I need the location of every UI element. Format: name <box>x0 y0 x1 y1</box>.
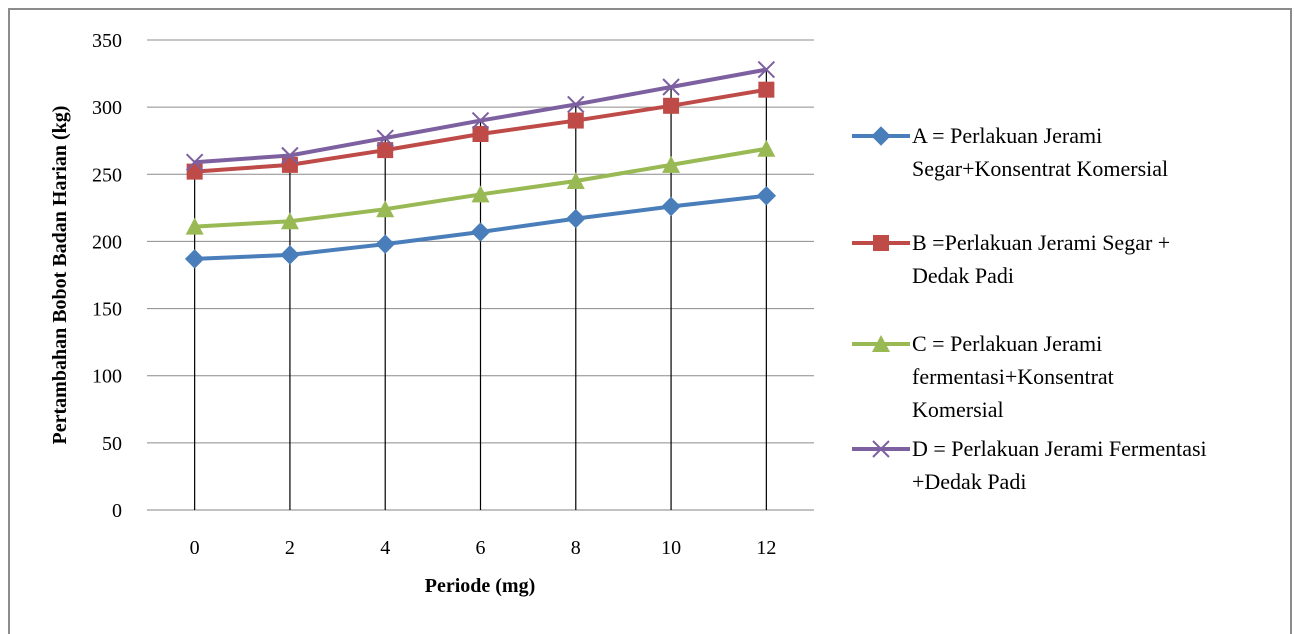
data-point <box>281 146 299 165</box>
data-point <box>566 208 586 229</box>
legend-label: +Dedak Padi <box>912 469 1026 494</box>
y-tick-labels: 0 50 100 150 200 250 300 350 <box>92 30 122 522</box>
legend-label: A = Perlakuan Jerami <box>912 123 1102 148</box>
data-point <box>472 126 489 142</box>
data-point <box>470 222 491 242</box>
y-tick-label: 100 <box>92 366 122 388</box>
legend-label: fermentasi+Konsentrat <box>912 364 1114 389</box>
series <box>184 186 777 269</box>
series <box>185 139 776 235</box>
y-tick-label: 250 <box>92 164 122 186</box>
data-point <box>280 212 299 230</box>
legend: A = Perlakuan Jerami Segar+Konsentrat Kom… <box>852 123 1207 494</box>
data-point <box>566 172 585 189</box>
y-tick-label: 150 <box>92 299 122 321</box>
legend-label: D = Perlakuan Jerami Fermentasi <box>912 436 1207 461</box>
data-point <box>567 95 585 114</box>
legend-entry: C = Perlakuan Jerami fermentasi+Konsentra… <box>852 331 1114 422</box>
legend-entry: B =Perlakuan Jerami Segar + Dedak Padi <box>852 230 1170 288</box>
data-point <box>185 153 204 171</box>
data-point <box>186 163 203 180</box>
legend-label: C = Perlakuan Jerami <box>912 331 1102 356</box>
y-tick-label: 200 <box>92 231 122 253</box>
data-point <box>756 186 777 206</box>
series-group <box>184 60 777 269</box>
chart-frame <box>8 8 1292 634</box>
data-point <box>280 245 300 265</box>
data-point <box>376 200 395 218</box>
x-tick-label: 10 <box>661 537 681 559</box>
data-point <box>567 112 584 129</box>
data-point <box>375 234 395 254</box>
legend-label: Segar+Konsentrat Komersial <box>912 156 1168 181</box>
data-point <box>757 139 776 157</box>
data-point <box>758 81 775 98</box>
data-point <box>471 111 490 130</box>
x-tick-label: 8 <box>571 537 581 559</box>
data-point <box>281 156 298 173</box>
x-axis-title: Periode (mg) <box>425 575 536 597</box>
legend-marker <box>872 335 890 352</box>
x-tick-labels: 0 2 4 6 8 10 12 <box>190 537 777 559</box>
series <box>185 60 776 171</box>
data-point <box>184 249 205 269</box>
legend-label: B =Perlakuan Jerami Segar + <box>912 230 1170 255</box>
data-point <box>377 142 394 159</box>
data-point <box>663 97 680 114</box>
y-axis-title: Pertambahan Bobot Badan Harian (kg) <box>49 106 71 445</box>
y-tick-label: 300 <box>92 97 122 119</box>
x-tick-label: 0 <box>190 537 200 559</box>
data-point <box>662 155 681 173</box>
legend-marker <box>872 440 890 458</box>
x-tick-label: 4 <box>380 537 390 559</box>
y-tick-label: 0 <box>112 500 122 522</box>
y-tick-label: 50 <box>102 433 122 455</box>
legend-label: Komersial <box>912 397 1004 422</box>
x-tick-label: 2 <box>285 537 295 559</box>
legend-marker <box>873 235 889 251</box>
legend-marker <box>871 126 891 146</box>
y-tick-label: 350 <box>92 30 122 52</box>
data-point <box>757 60 776 79</box>
x-tick-label: 12 <box>756 537 776 559</box>
legend-entry: D = Perlakuan Jerami Fermentasi +Dedak Pa… <box>852 436 1207 494</box>
data-point <box>661 196 681 217</box>
data-point <box>376 129 394 147</box>
data-point <box>662 78 680 96</box>
legend-label: Dedak Padi <box>912 263 1014 288</box>
legend-entry: A = Perlakuan Jerami Segar+Konsentrat Kom… <box>852 123 1168 181</box>
x-tick-label: 6 <box>476 537 486 559</box>
data-point <box>471 185 490 203</box>
data-point <box>185 217 204 235</box>
series <box>186 81 775 180</box>
